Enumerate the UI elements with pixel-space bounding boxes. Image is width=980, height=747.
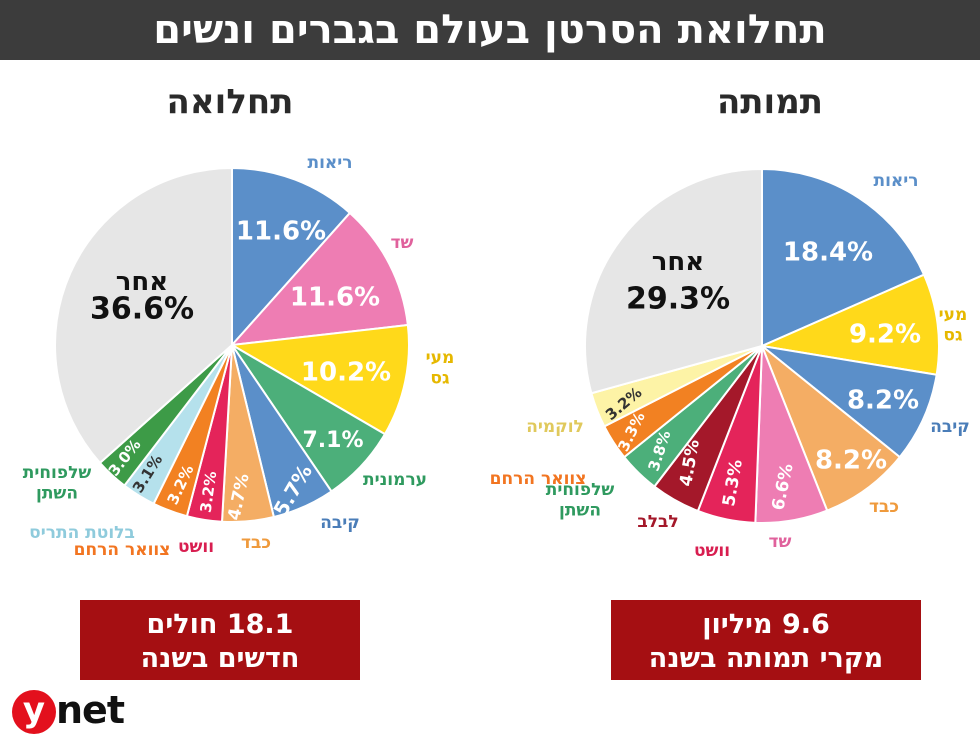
mortality-slice-2 [758, 344, 938, 459]
incidence-category-label-7: צוואר הרחם [74, 540, 171, 560]
mortality-category-label-line: השתן [559, 500, 601, 520]
mortality-category-label-9: לוקמיה [526, 417, 584, 437]
incidence-slice-1 [229, 211, 409, 347]
mortality-value-label-10: 29.3% [626, 282, 730, 317]
page-title: תחלואת הסרטן בעולם בגברים ונשים [153, 7, 827, 53]
incidence-slice-2 [228, 323, 410, 436]
mortality-category-label-line: וושט [694, 541, 730, 561]
mortality-category-label-0: ריאות [873, 171, 918, 191]
mortality-category-label-2: קיבה [930, 417, 970, 437]
mortality-category-label-line: מעי [939, 305, 968, 325]
incidence-category-label-0: ריאות [307, 153, 352, 173]
mortality-category-label-7: שלפוחית השתן [546, 480, 615, 520]
incidence-category-label-line: גס [430, 368, 450, 388]
incidence-category-label-line: אחר [116, 267, 168, 297]
incidence-chart-title: תחלואה [166, 82, 294, 122]
mortality-category-label-1: מעי גס [939, 305, 968, 345]
incidence-category-label-6: וושט [178, 537, 214, 557]
incidence-category-label-9: שלפוחית השתן [23, 463, 92, 503]
incidence-category-label-3: ערמונית [363, 470, 427, 490]
incidence-category-label-line: כבד [241, 533, 271, 553]
incidence-value-label-0: 11.6% [236, 217, 326, 247]
incidence-value-label-10: 36.6% [90, 292, 194, 327]
incidence-category-label-line: צוואר הרחם [74, 540, 171, 560]
ynet-logo: y net [12, 688, 125, 735]
incidence-category-label-10: אחר [116, 267, 168, 297]
incidence-category-label-line: שלפוחית [23, 463, 92, 483]
incidence-category-label-2: מעי גס [426, 348, 455, 388]
mortality-value-label-0: 18.4% [783, 238, 873, 268]
mortality-category-label-line: ריאות [873, 171, 918, 191]
mortality-category-label-line: כבד [869, 497, 899, 517]
mortality-category-label-line: לוקמיה [526, 417, 584, 437]
mortality-category-label-line: שלפוחית [546, 480, 615, 500]
incidence-value-label-3: 7.1% [302, 428, 363, 453]
incidence-summary-line2: חדשים בשנה [140, 643, 300, 674]
incidence-category-label-line: קיבה [320, 513, 360, 533]
mortality-value-label-1: 9.2% [849, 320, 921, 350]
header-bar: תחלואת הסרטן בעולם בגברים ונשים [0, 0, 980, 60]
incidence-slice-10 [54, 166, 233, 465]
mortality-summary-line1: 9.6 מיליון [702, 609, 830, 640]
mortality-category-label-line: צוואר הרחם [490, 469, 587, 489]
logo-net: net [56, 688, 125, 732]
mortality-category-label-3: כבד [869, 497, 899, 517]
mortality-summary-box: 9.6 מיליון מקרי תמותה בשנה [611, 600, 921, 680]
incidence-category-label-8: בלוטת התריס [29, 523, 135, 543]
incidence-summary-line1: 18.1 חולים [146, 609, 294, 640]
mortality-category-label-line: לבלב [637, 512, 678, 532]
mortality-slice-1 [758, 273, 940, 376]
mortality-chart-title: תמותה [716, 82, 824, 122]
incidence-category-label-line: ערמונית [363, 470, 427, 490]
incidence-category-label-line: שד [391, 233, 414, 253]
mortality-category-label-4: שד [769, 532, 792, 552]
incidence-value-label-2: 10.2% [301, 358, 391, 388]
logo-y: y [12, 690, 56, 734]
incidence-category-label-line: ריאות [307, 153, 352, 173]
incidence-category-label-line: השתן [36, 483, 78, 503]
mortality-slice-10 [584, 167, 763, 395]
incidence-category-label-line: מעי [426, 348, 455, 368]
mortality-category-label-8: צוואר הרחם [490, 469, 587, 489]
incidence-category-label-5: כבד [241, 533, 271, 553]
incidence-category-label-line: וושט [178, 537, 214, 557]
mortality-category-label-line: שד [769, 532, 792, 552]
incidence-value-label-6: 3.2% [197, 470, 221, 514]
mortality-category-label-line: אחר [652, 247, 704, 277]
mortality-slice-3 [759, 342, 902, 512]
mortality-category-label-5: וושט [694, 541, 730, 561]
mortality-category-label-line: גס [943, 325, 963, 345]
incidence-summary-box: 18.1 חולים חדשים בשנה [80, 600, 360, 680]
incidence-slice-0 [231, 166, 352, 348]
mortality-slice-0 [761, 167, 926, 348]
incidence-category-label-line: בלוטת התריס [29, 523, 135, 543]
incidence-category-label-4: קיבה [320, 513, 360, 533]
mortality-value-label-3: 8.2% [815, 446, 887, 476]
mortality-category-label-6: לבלב [637, 512, 678, 532]
mortality-summary-line2: מקרי תמותה בשנה [648, 643, 884, 674]
mortality-category-label-10: אחר [652, 247, 704, 277]
incidence-value-label-1: 11.6% [290, 283, 380, 313]
mortality-category-label-line: קיבה [930, 417, 970, 437]
incidence-category-label-1: שד [391, 233, 414, 253]
mortality-value-label-2: 8.2% [847, 386, 919, 416]
